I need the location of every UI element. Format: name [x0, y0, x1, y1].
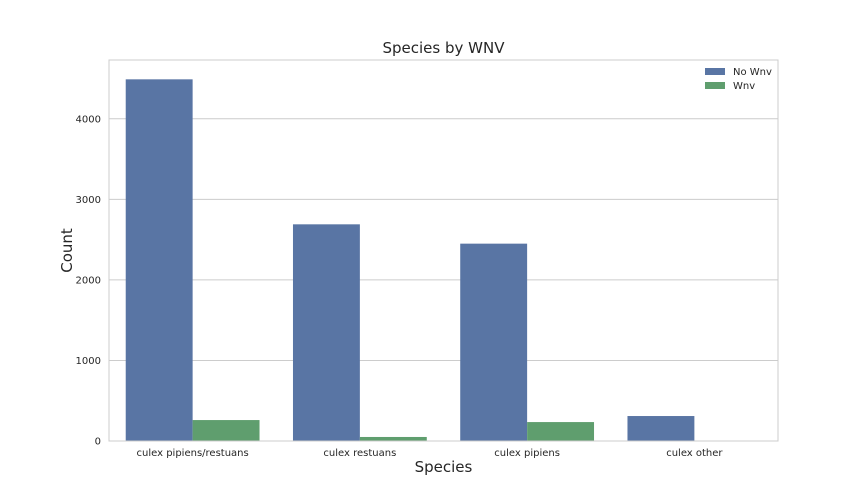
x-tick-labels: culex pipiens/restuans culex restuans cule… — [137, 448, 724, 459]
y-tick-label-2000: 2000 — [76, 275, 101, 286]
x-tick-label-2: culex pipiens — [494, 448, 560, 459]
legend: No Wnv Wnv — [705, 67, 772, 92]
legend-swatch-no-wnv — [705, 68, 725, 75]
bar-no-wnv-0 — [125, 79, 193, 442]
bar-wnv-0 — [192, 420, 260, 441]
y-tick-label-4000: 4000 — [76, 114, 101, 125]
legend-label-wnv: Wnv — [733, 81, 755, 92]
bar-no-wnv-2 — [460, 243, 528, 441]
legend-swatch-wnv — [705, 82, 725, 89]
bar-no-wnv-1 — [292, 224, 360, 441]
bar-no-wnv-3 — [627, 416, 695, 441]
x-tick-label-0: culex pipiens/restuans — [137, 448, 249, 459]
y-axis-title: Count — [58, 228, 76, 273]
x-axis-title: Species — [415, 458, 473, 476]
x-tick-label-1: culex restuans — [323, 448, 396, 459]
y-tick-label-0: 0 — [95, 437, 101, 448]
gridlines — [109, 118, 778, 442]
bar-wnv-1 — [359, 436, 427, 441]
legend-label-no-wnv: No Wnv — [733, 67, 772, 78]
bar-wnv-2 — [527, 422, 595, 441]
chart-title: Species by WNV — [383, 39, 506, 57]
x-tick-label-3: culex other — [666, 448, 723, 459]
plot-frame — [108, 59, 779, 442]
bars — [125, 79, 695, 442]
y-tick-label-3000: 3000 — [76, 195, 101, 206]
y-tick-labels: 0 1000 2000 3000 4000 — [76, 114, 101, 447]
y-tick-label-1000: 1000 — [76, 356, 101, 367]
